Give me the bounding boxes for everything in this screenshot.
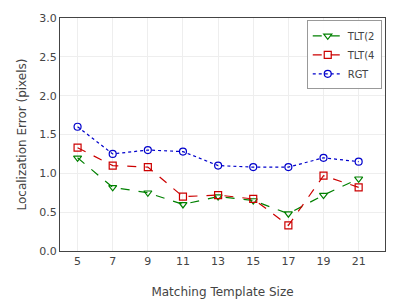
svg-text:11: 11 (176, 255, 190, 268)
svg-text:21: 21 (352, 255, 366, 268)
svg-text:0.0: 0.0 (39, 245, 57, 258)
svg-text:Matching Template Size: Matching Template Size (151, 285, 293, 299)
svg-text:0.5: 0.5 (39, 206, 57, 219)
svg-text:1.5: 1.5 (39, 128, 57, 141)
svg-text:7: 7 (109, 255, 116, 268)
svg-text:TLT(4: TLT(4 (347, 50, 375, 61)
svg-text:TLT(2: TLT(2 (347, 31, 375, 42)
svg-text:13: 13 (211, 255, 225, 268)
svg-text:2.0: 2.0 (39, 90, 57, 103)
svg-text:RGT: RGT (348, 69, 369, 80)
svg-text:Localization Error (pixels): Localization Error (pixels) (15, 59, 29, 211)
svg-text:15: 15 (246, 255, 260, 268)
svg-text:17: 17 (281, 255, 295, 268)
svg-text:3.0: 3.0 (39, 12, 57, 25)
svg-text:5: 5 (74, 255, 81, 268)
svg-text:9: 9 (144, 255, 151, 268)
svg-text:2.5: 2.5 (39, 51, 57, 64)
svg-text:1.0: 1.0 (39, 167, 57, 180)
svg-text:19: 19 (317, 255, 331, 268)
